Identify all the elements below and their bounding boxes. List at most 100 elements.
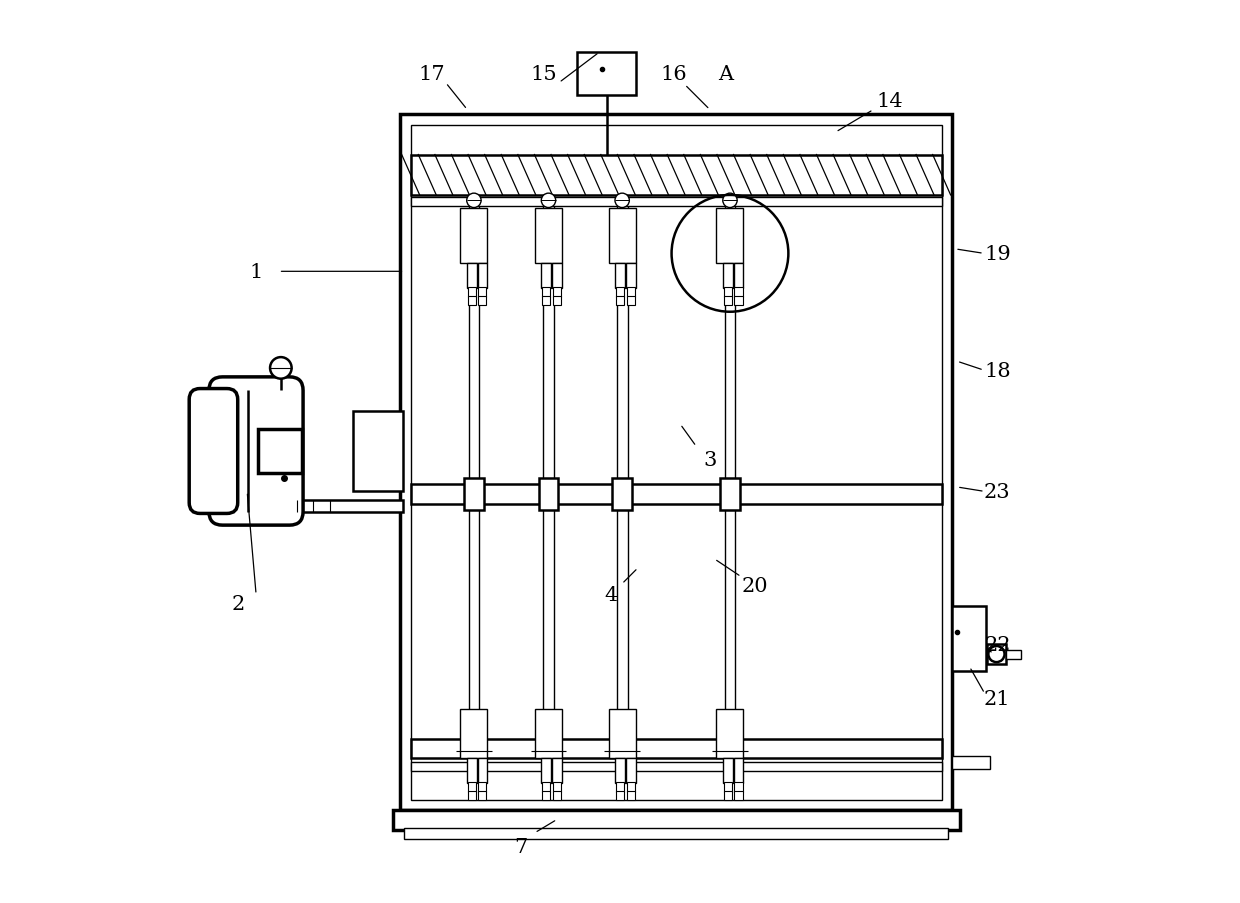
Bar [467,296,476,305]
Bar [553,791,560,800]
Text: 1: 1 [249,263,263,282]
Text: 18: 18 [985,361,1011,380]
Circle shape [270,358,291,379]
Text: 4: 4 [604,586,618,605]
Text: A: A [718,65,734,84]
Text: 3: 3 [703,451,717,470]
Bar [467,791,476,800]
Bar [734,264,744,289]
Bar [534,209,562,264]
Bar [466,264,476,289]
Bar [404,828,947,839]
Bar [479,782,486,793]
Bar [734,791,743,800]
Bar [734,759,744,784]
Text: 20: 20 [742,577,768,596]
Bar [477,759,487,784]
Bar [626,287,635,298]
Text: 17: 17 [418,65,445,84]
Bar [734,287,743,298]
Bar [951,607,986,671]
Bar [578,53,636,96]
FancyBboxPatch shape [210,377,303,526]
Bar [399,115,952,811]
Bar [626,782,635,793]
Bar [616,287,624,298]
Bar [626,264,636,289]
Bar [542,287,551,298]
Bar [460,209,487,264]
Bar [466,759,476,784]
Bar [293,500,403,513]
Text: 14: 14 [877,92,903,111]
Bar [724,782,732,793]
Bar [542,264,551,289]
Bar [552,264,562,289]
Bar [717,209,744,264]
Bar [609,709,636,759]
Bar [410,739,941,759]
Bar [552,759,562,784]
Text: 22: 22 [985,635,1011,654]
Bar [720,479,740,511]
Bar [258,430,301,473]
Bar [542,296,551,305]
Bar [467,782,476,793]
Bar [723,264,733,289]
Bar [553,296,560,305]
Bar [534,709,562,759]
Bar [393,811,960,830]
Bar [613,479,632,511]
Bar [479,791,486,800]
Bar [410,762,941,771]
Bar [615,759,625,784]
Bar [542,791,551,800]
Bar [626,759,636,784]
Bar [717,709,744,759]
Bar [542,782,551,793]
Bar [724,791,732,800]
Bar [410,198,941,207]
Text: 7: 7 [515,837,528,856]
Bar [479,296,486,305]
Circle shape [466,194,481,209]
Text: 16: 16 [661,65,687,84]
Circle shape [723,194,737,209]
Bar [542,759,551,784]
Circle shape [615,194,630,209]
Bar [460,709,487,759]
Bar [734,296,743,305]
Bar [410,155,941,196]
Bar [538,479,558,511]
Bar [410,485,941,505]
Bar [553,287,560,298]
Bar [553,782,560,793]
Bar [723,759,733,784]
FancyBboxPatch shape [190,389,238,514]
Bar [724,287,732,298]
Text: 19: 19 [985,245,1011,264]
Circle shape [988,647,1004,663]
Bar [724,296,732,305]
Circle shape [542,194,556,209]
Bar [616,782,624,793]
Bar [467,287,476,298]
Bar [951,757,991,769]
Text: 21: 21 [985,689,1011,708]
Bar [616,296,624,305]
Bar [464,479,484,511]
Bar [616,791,624,800]
Bar [410,126,941,800]
Bar [626,791,635,800]
Text: 15: 15 [531,65,557,84]
Bar [734,782,743,793]
Text: 23: 23 [985,482,1011,501]
Bar [477,264,487,289]
Bar [353,411,403,492]
Text: 2: 2 [232,594,244,613]
Bar [615,264,625,289]
Bar [626,296,635,305]
Bar [609,209,636,264]
Bar [479,287,486,298]
Bar [1007,650,1021,659]
